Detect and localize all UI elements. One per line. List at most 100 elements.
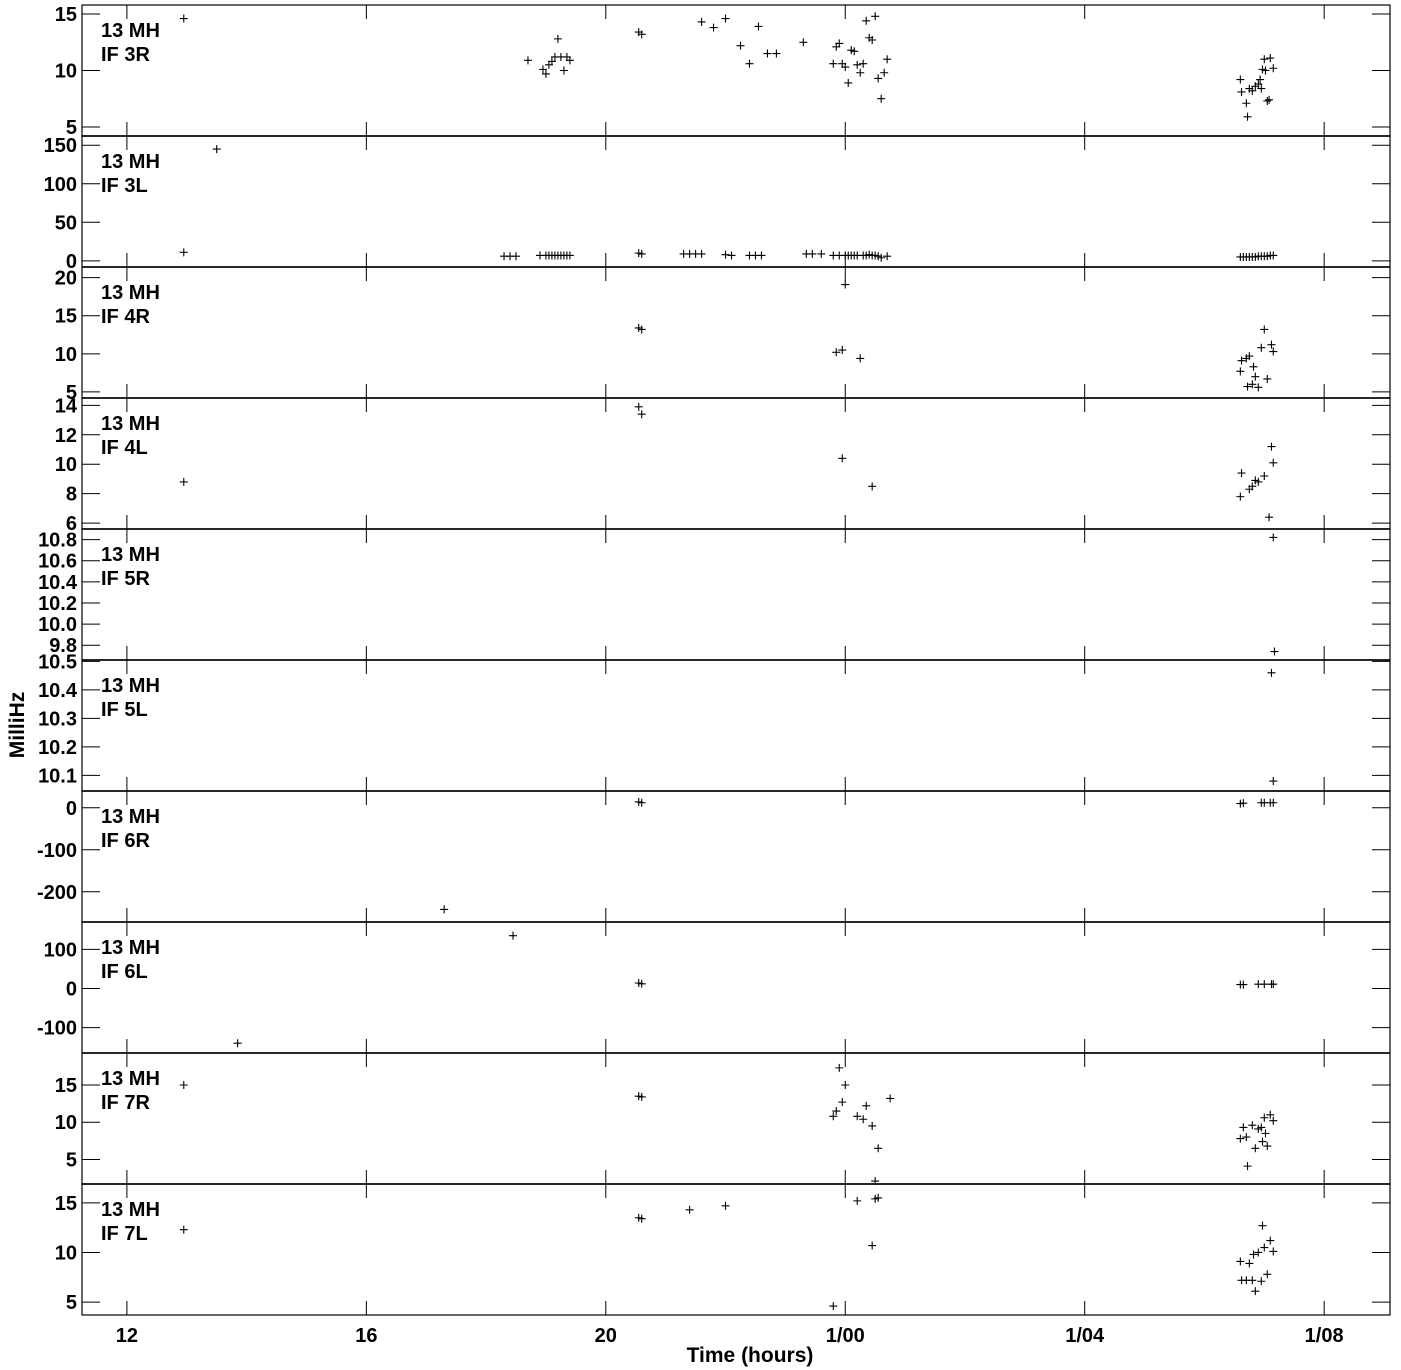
panel-frame [81,1183,1391,1316]
data-point [868,1121,877,1130]
data-point [808,249,817,258]
data-point [772,49,781,58]
data-point [862,1101,871,1110]
data-point [835,1063,844,1072]
panel-frame [81,1052,1391,1185]
x-tick-label: 20 [595,1325,617,1347]
y-tick-label: 50 [55,212,77,234]
data-point [868,36,877,45]
panel-antenna-label: 13 MH [101,413,160,435]
data-point [179,1225,188,1234]
data-point [634,402,643,411]
data-point [1269,1116,1278,1125]
data-point [877,94,886,103]
data-point [832,1107,841,1116]
data-point [1269,798,1278,807]
y-tick-label: 9.8 [49,635,77,657]
y-tick-label: 10.2 [38,593,77,615]
data-point [841,1081,850,1090]
data-point [763,49,772,58]
panel-if-label: IF 4L [101,437,148,459]
y-tick-label: 10.1 [38,765,77,787]
data-point [868,482,877,491]
data-point [832,348,841,357]
data-point [637,798,646,807]
y-tick-label: 10.6 [38,551,77,573]
data-point [1248,1121,1257,1130]
y-tick-label: 10.0 [38,614,77,636]
data-point [637,979,646,988]
panel-antenna-label: 13 MH [101,806,160,828]
data-point [1265,95,1274,104]
data-point [179,248,188,257]
data-point [1243,382,1252,391]
data-point [1248,86,1257,95]
y-tick-label: -100 [37,1018,77,1040]
data-point [440,905,449,914]
panel-if-label: IF 3L [101,175,148,197]
data-point [565,251,574,260]
data-point [841,63,850,72]
data-point [179,1081,188,1090]
data-point [1267,668,1276,677]
data-point [179,14,188,23]
x-tick-label: 1/00 [826,1325,865,1347]
data-point [856,354,865,363]
data-point [745,59,754,68]
y-tick-label: 10.2 [38,737,77,759]
data-point [829,1302,838,1311]
y-axis-label: MilliHz [6,692,29,759]
data-point [886,1094,895,1103]
data-point [856,68,865,77]
panel-if-label: IF 6L [101,961,148,983]
panel-if-label: IF 4R [101,306,150,328]
y-tick-label: 10.4 [38,680,78,702]
panel-frame [81,266,1391,399]
y-tick-label: 10 [55,1242,77,1264]
data-point [1269,347,1278,356]
data-point [874,1144,883,1153]
y-tick-label: 15 [55,1075,77,1097]
panel-if-label: IF 7L [101,1223,148,1245]
data-point [1260,1243,1269,1252]
data-point [1266,1236,1275,1245]
data-point [1267,340,1276,349]
data-point [721,1201,730,1210]
data-point [1269,458,1278,467]
panel-antenna-label: 13 MH [101,1199,160,1221]
data-point [559,66,568,75]
data-point [1245,352,1254,361]
panel-frame [81,921,1391,1054]
panel-if-label: IF 6R [101,830,150,852]
y-tick-label: 5 [66,1149,77,1171]
data-point [1236,75,1245,84]
data-point [841,280,850,289]
data-point [829,1112,838,1121]
y-tick-label: 15 [55,4,77,26]
data-point [1254,477,1263,486]
y-tick-label: 10.3 [38,708,77,730]
y-tick-label: 10.4 [38,572,78,594]
panel-if-label: IF 5L [101,699,148,721]
y-tick-label: -200 [37,882,77,904]
y-tick-label: 0 [66,251,77,273]
data-point [736,41,745,50]
data-point [838,346,847,355]
data-point [853,1196,862,1205]
y-tick-label: 10.5 [38,651,77,673]
data-point [877,253,886,262]
data-point [1236,492,1245,501]
data-point [874,74,883,83]
data-point [1236,1257,1245,1266]
data-point [1265,513,1274,522]
data-point [565,56,574,65]
data-point [1260,472,1269,481]
